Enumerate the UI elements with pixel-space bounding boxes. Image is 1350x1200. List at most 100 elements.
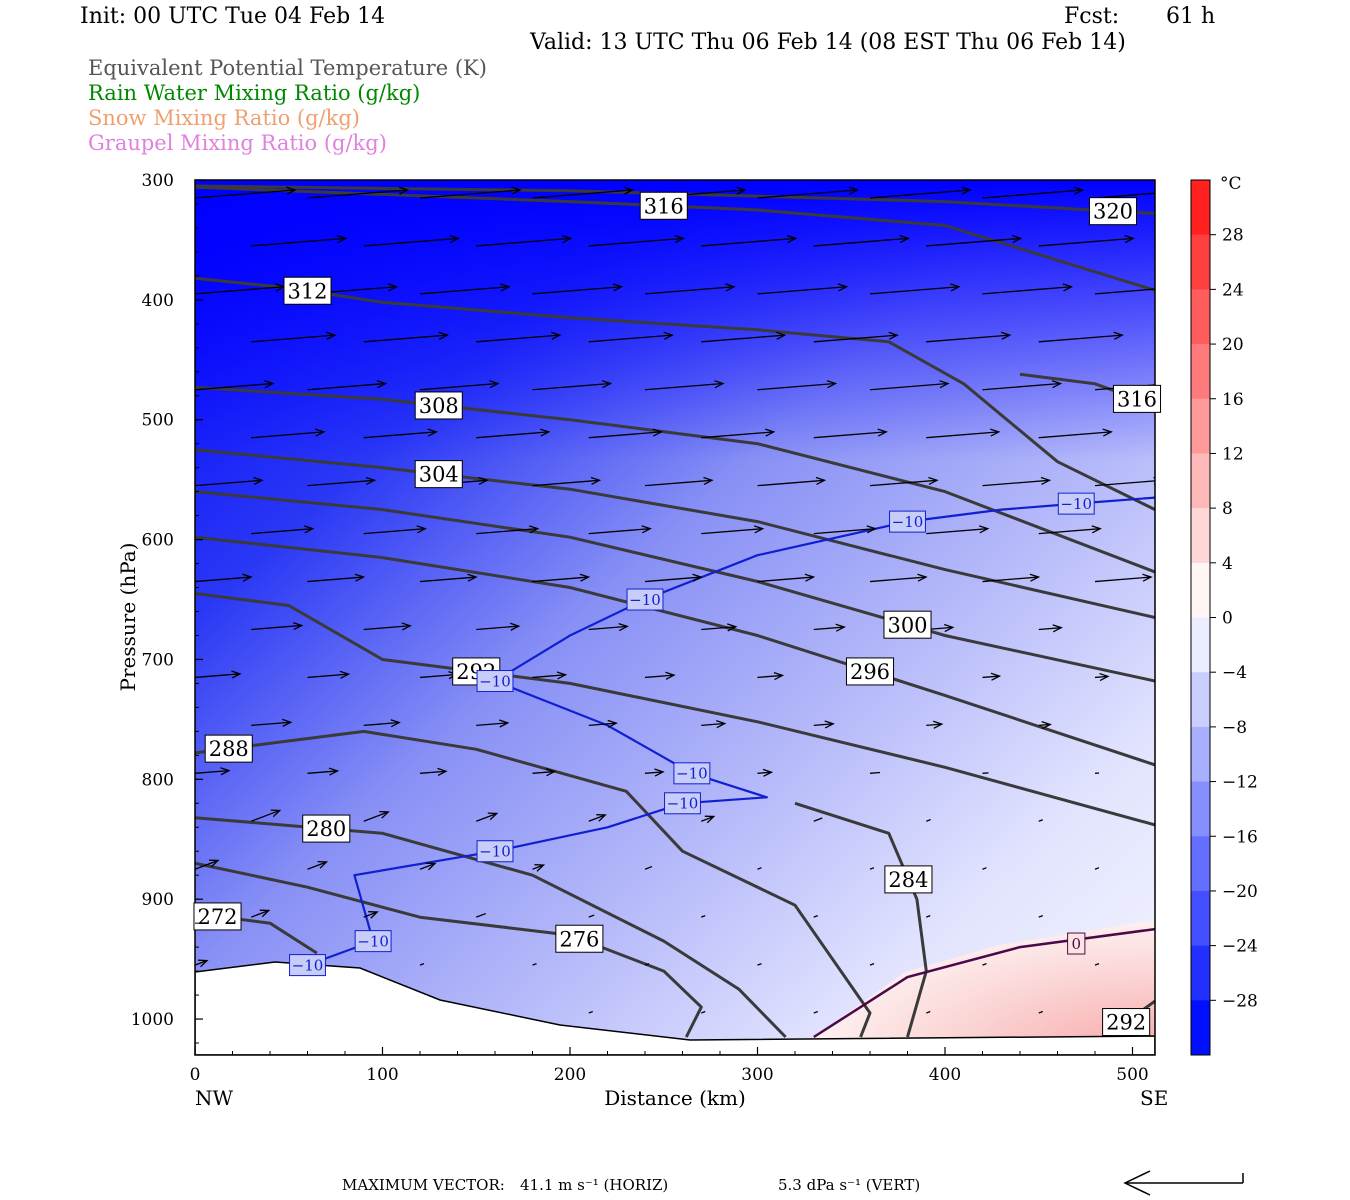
- wind-vector: [644, 573, 703, 583]
- wind-vector: [869, 186, 972, 199]
- theta-e-label-300: 300: [883, 610, 932, 639]
- wind-vector: [701, 720, 727, 729]
- isotherm-minus10-label: −10: [289, 954, 326, 977]
- wind-vector: [419, 862, 437, 871]
- theta-e-label-280: 280: [302, 814, 351, 843]
- colorbar-label: 12: [1222, 444, 1244, 464]
- wind-vector: [1038, 721, 1052, 730]
- wind-vector: [251, 331, 337, 343]
- wind-vector: [869, 283, 961, 295]
- wind-vector: [813, 720, 835, 729]
- colorbar-segment: [1191, 836, 1210, 892]
- wind-vector: [532, 283, 624, 295]
- upper-cold-shading: [195, 180, 1155, 460]
- colorbar-label: 0: [1222, 609, 1233, 629]
- wind-vector: [813, 234, 910, 247]
- colorbar-segment: [1191, 344, 1210, 400]
- wind-vector: [476, 331, 562, 343]
- isotherm-minus10-label: −10: [889, 510, 926, 533]
- wind-vector: [251, 718, 293, 727]
- wind-vector: [757, 768, 774, 777]
- svg-text:312: 312: [287, 279, 327, 303]
- wind-vector: [1094, 867, 1100, 870]
- isotherm-minus10-label: −10: [626, 588, 664, 611]
- wind-vector: [644, 768, 665, 777]
- max-vector-horiz: 41.1 m s⁻¹ (HORIZ): [520, 1176, 669, 1194]
- x-tick-label: 500: [1116, 1065, 1148, 1085]
- wind-vector: [1038, 624, 1063, 633]
- wind-vector: [251, 428, 326, 439]
- theta-e-label-272: 272: [193, 902, 242, 931]
- isotherm-minus10-label: −10: [476, 840, 514, 863]
- theta-e-label-292: 292: [1102, 1008, 1151, 1037]
- wind-vector: [532, 768, 557, 777]
- wind-vector: [869, 380, 950, 391]
- se-label: SE: [1140, 1086, 1168, 1110]
- wind-vector: [813, 623, 846, 632]
- x-axis-label: Distance (km): [604, 1086, 746, 1110]
- legend-graupel: Graupel Mixing Ratio (g/kg): [88, 131, 387, 155]
- y-tick-label: 600: [142, 531, 174, 551]
- x-tick-label: 200: [554, 1065, 586, 1085]
- colorbar-segment: [1191, 890, 1210, 947]
- wind-vector: [476, 234, 573, 247]
- y-tick-label: 900: [142, 890, 174, 910]
- isotherm-minus10-label: −10: [664, 792, 701, 815]
- wind-vector: [532, 476, 602, 487]
- wind-vector: [869, 962, 875, 966]
- x-tick-label: 300: [741, 1065, 773, 1085]
- wind-vector: [813, 331, 899, 343]
- wind-vector: [982, 573, 1041, 583]
- colorbar-label: 24: [1222, 280, 1244, 300]
- theta-e-label-276: 276: [555, 924, 604, 953]
- wind-vector: [701, 1010, 706, 1014]
- svg-text:−10: −10: [479, 672, 511, 690]
- wind-vector: [532, 380, 613, 391]
- nw-label: NW: [195, 1086, 234, 1110]
- wind-vector: [701, 623, 738, 632]
- wind-vector: [195, 670, 242, 679]
- wind-vector: [757, 283, 849, 295]
- svg-text:0: 0: [1071, 935, 1081, 953]
- wind-vector: [588, 428, 663, 439]
- wind-vector: [1038, 819, 1043, 822]
- svg-text:300: 300: [887, 613, 927, 637]
- wind-vector: [476, 525, 540, 535]
- x-tick-label: 0: [190, 1065, 201, 1085]
- theta-e-contour-280: [195, 816, 787, 1039]
- wind-vector: [1038, 331, 1124, 343]
- wind-vector: [982, 283, 1074, 295]
- wind-vector: [195, 959, 209, 968]
- wind-vector: [419, 380, 500, 391]
- wind-vector: [195, 186, 297, 199]
- colorbar-label: −28: [1222, 991, 1258, 1011]
- svg-text:−10: −10: [676, 765, 708, 783]
- svg-text:−10: −10: [629, 591, 661, 609]
- svg-text:−10: −10: [667, 795, 699, 813]
- wind-vector: [251, 234, 348, 247]
- wind-vector: [757, 186, 860, 199]
- colorbar-label: −20: [1222, 882, 1258, 902]
- colorbar-label: 8: [1222, 499, 1233, 519]
- wind-vector: [757, 573, 816, 583]
- wind-vector: [307, 380, 388, 391]
- wind-vector: [195, 476, 264, 487]
- wind-vector: [757, 671, 785, 681]
- wind-vector: [926, 818, 931, 822]
- svg-text:−10: −10: [292, 957, 324, 975]
- theta-e-label-316: 316: [639, 191, 688, 220]
- wind-vector: [982, 962, 987, 966]
- colorbar-segment: [1191, 726, 1210, 783]
- wind-vector: [588, 234, 685, 247]
- wind-vector: [701, 234, 798, 247]
- wind-vector: [757, 476, 827, 487]
- wind-vector: [926, 1010, 931, 1014]
- colorbar-segment: [1191, 781, 1210, 837]
- wind-vector: [757, 867, 762, 870]
- y-tick-label: 300: [142, 171, 174, 191]
- forecast-label: Fcst:: [1064, 4, 1120, 29]
- wind-vector: [926, 234, 1023, 247]
- colorbar-segment: [1191, 398, 1210, 454]
- wind-vector: [701, 428, 776, 439]
